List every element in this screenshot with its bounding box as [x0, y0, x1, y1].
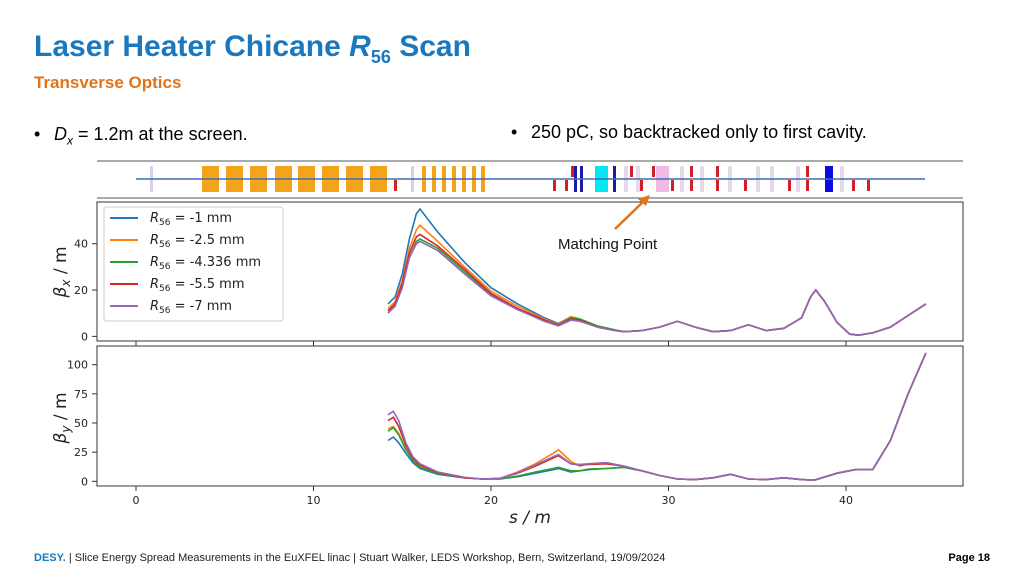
quadrupole-icon: [630, 166, 633, 177]
series-line-0-4: [387, 240, 927, 337]
series-line-0-2: [387, 238, 927, 337]
annotation-arrow-head: [638, 195, 650, 206]
x-tick-label: 20: [484, 494, 498, 507]
matching-point-annotation: Matching Point: [558, 195, 658, 253]
quadrupole-icon: [744, 180, 747, 191]
x-tick-label: 0: [133, 494, 140, 507]
footer: DESY. | Slice Energy Spread Measurements…: [34, 552, 665, 564]
y-tick-label: 0: [81, 475, 88, 488]
quadrupole-icon: [788, 180, 791, 191]
bullet-var: D: [54, 124, 67, 144]
quadrupole-icon: [852, 180, 855, 191]
quadrupole-icon: [652, 166, 655, 177]
bullet-text: = 1.2m at the screen.: [73, 124, 248, 144]
x-tick-label: 10: [307, 494, 321, 507]
beta-y-axis-label: βy / m: [51, 392, 73, 444]
quadrupole-icon: [565, 180, 568, 191]
s-axis-label: s / m: [509, 508, 551, 528]
bullet-charge-text: 250 pC, so backtracked only to first cav…: [531, 122, 867, 142]
title-subscript: 56: [370, 47, 391, 67]
x-tick-label: 40: [839, 494, 853, 507]
beta-x-frame: [96, 201, 964, 342]
page-title: Laser Heater Chicane R56 Scan: [34, 30, 471, 68]
quadrupole-icon: [806, 166, 809, 177]
beta-y-symbol: β: [51, 433, 71, 445]
matching-point-label: Matching Point: [558, 236, 658, 253]
series-line-1-1: [387, 352, 927, 482]
quadrupole-icon: [671, 180, 674, 191]
quadrupole-icon: [690, 180, 693, 191]
beta-x-axis-label: βx / m: [51, 246, 73, 298]
quadrupole-icon: [716, 180, 719, 191]
series-line-1-4: [387, 352, 927, 482]
title-suffix: Scan: [390, 30, 471, 63]
legend-entry: R56 = -4.336 mm: [150, 255, 261, 272]
lattice-strip: [97, 160, 963, 199]
beta-y-frame: [96, 345, 964, 487]
series-line-1-3: [387, 352, 927, 482]
beta-x-symbol: β: [51, 287, 71, 299]
y-tick-label: 20: [74, 284, 88, 297]
y-tick-label: 75: [74, 388, 88, 401]
bullet-glyph: •: [34, 124, 41, 144]
quadrupole-icon: [716, 166, 719, 177]
y-tick-label: 50: [74, 417, 88, 430]
beta-x-sub: x: [59, 279, 73, 288]
beta-x-unit: / m: [51, 246, 71, 279]
legend-entry: R56 = -1 mm: [150, 211, 232, 228]
page-number: Page 18: [948, 552, 990, 564]
quadrupole-icon: [571, 166, 574, 177]
bullet-glyph-2: •: [511, 122, 518, 142]
series-line-1-0: [387, 352, 927, 482]
title-prefix: Laser Heater Chicane: [34, 30, 350, 63]
quadrupole-icon: [806, 180, 809, 191]
legend-entry: R56 = -5.5 mm: [150, 277, 244, 294]
legend-entry: R56 = -2.5 mm: [150, 233, 244, 250]
bullet-dispersion: • Dx = 1.2m at the screen.: [34, 124, 248, 148]
annotation-arrow: [614, 199, 646, 230]
beta-y-unit: / m: [51, 392, 71, 425]
x-tick-label: 30: [662, 494, 676, 507]
quadrupole-icon: [553, 180, 556, 191]
quadrupole-icon: [640, 180, 643, 191]
beta-y-sub: y: [59, 425, 73, 434]
y-tick-label: 100: [67, 359, 88, 372]
quadrupole-icon: [690, 166, 693, 177]
bullet-sub: x: [67, 133, 73, 148]
footer-brand: DESY.: [34, 552, 66, 564]
legend-entry: R56 = -7 mm: [150, 299, 232, 316]
page-subtitle: Transverse Optics: [34, 73, 182, 92]
series-line-1-2: [387, 352, 927, 482]
legend: R56 = -1 mm R56 = -2.5 mm R56 = -4.336 mm R…: [103, 206, 284, 322]
legend-box: [103, 206, 284, 322]
bullet-charge: • 250 pC, so backtracked only to first ca…: [511, 122, 867, 143]
y-tick-label: 0: [81, 330, 88, 343]
y-tick-label: 40: [74, 238, 88, 251]
quadrupole-icon: [867, 180, 870, 191]
quadrupole-icon: [394, 180, 397, 191]
y-tick-label: 25: [74, 446, 88, 459]
title-variable: R: [349, 30, 371, 63]
footer-text: | Slice Energy Spread Measurements in th…: [65, 552, 666, 564]
